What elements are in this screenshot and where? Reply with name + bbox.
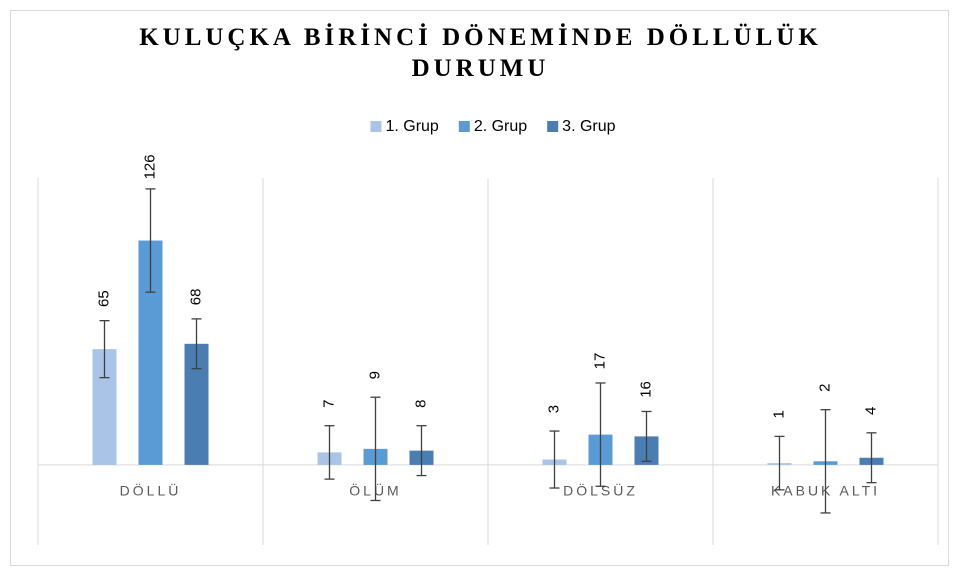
data-label: 2	[816, 384, 833, 392]
legend-label: 1. Grup	[385, 118, 438, 135]
x-tick-label: ÖLÜM	[349, 482, 401, 499]
data-label: 16	[637, 381, 654, 398]
legend-label: 2. Grup	[474, 118, 527, 135]
data-label: 17	[591, 353, 608, 370]
legend-swatch	[458, 121, 470, 132]
legend-swatch	[547, 121, 559, 132]
data-label: 4	[862, 407, 879, 415]
chart-title: KULUÇKA BİRİNCİ DÖNEMİNDE DÖLLÜLÜK DURUM…	[139, 24, 822, 82]
data-label: 65	[95, 290, 112, 307]
data-label: 9	[366, 371, 383, 379]
data-label: 7	[320, 400, 337, 408]
data-label: 68	[187, 289, 204, 306]
x-tick-label: DÖLLÜ	[120, 482, 182, 499]
data-label: 3	[545, 405, 562, 413]
x-tick-label: KABUK ALTI	[771, 483, 880, 499]
x-tick-label: DÖLSÜZ	[563, 482, 638, 499]
data-label: 126	[141, 154, 158, 179]
legend-swatch	[370, 121, 382, 132]
legend-label: 3. Grup	[562, 118, 615, 135]
data-label: 1	[770, 410, 787, 418]
data-label: 8	[412, 400, 429, 408]
chart-frame	[10, 10, 949, 566]
